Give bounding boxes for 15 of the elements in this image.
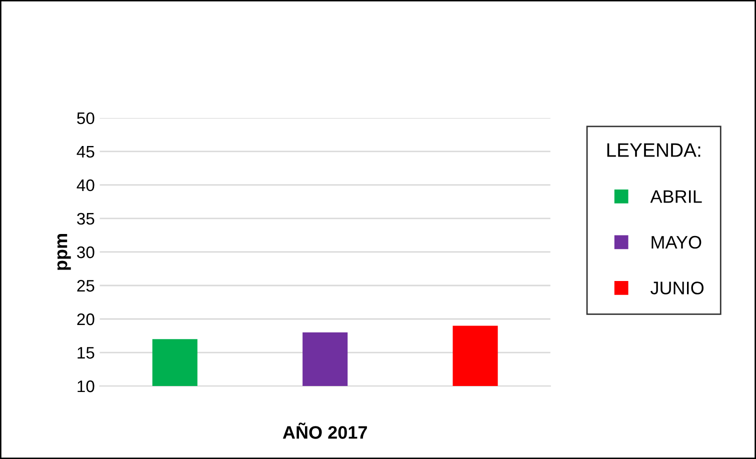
y-tick-label: 10 — [78, 380, 94, 392]
y-tick-label: 45 — [76, 146, 94, 158]
y-axis-title: ppm — [57, 234, 71, 270]
y-tick-label: 15 — [78, 347, 94, 359]
y-tick-label: 30 — [77, 246, 94, 258]
y-tick-label: 20 — [77, 313, 94, 326]
y-tick-label: 40 — [76, 179, 94, 192]
legend-label: JUNIO — [650, 282, 704, 294]
legend-label: ABRIL — [650, 190, 702, 203]
y-tick-label: 50 — [77, 112, 94, 124]
legend-title: LEYENDA: — [607, 143, 700, 157]
legend-label: MAYO — [652, 236, 702, 249]
x-axis-title: AÑO 2017 — [282, 422, 367, 439]
y-tick-label: 35 — [77, 212, 94, 225]
y-tick-label: 25 — [77, 280, 94, 292]
